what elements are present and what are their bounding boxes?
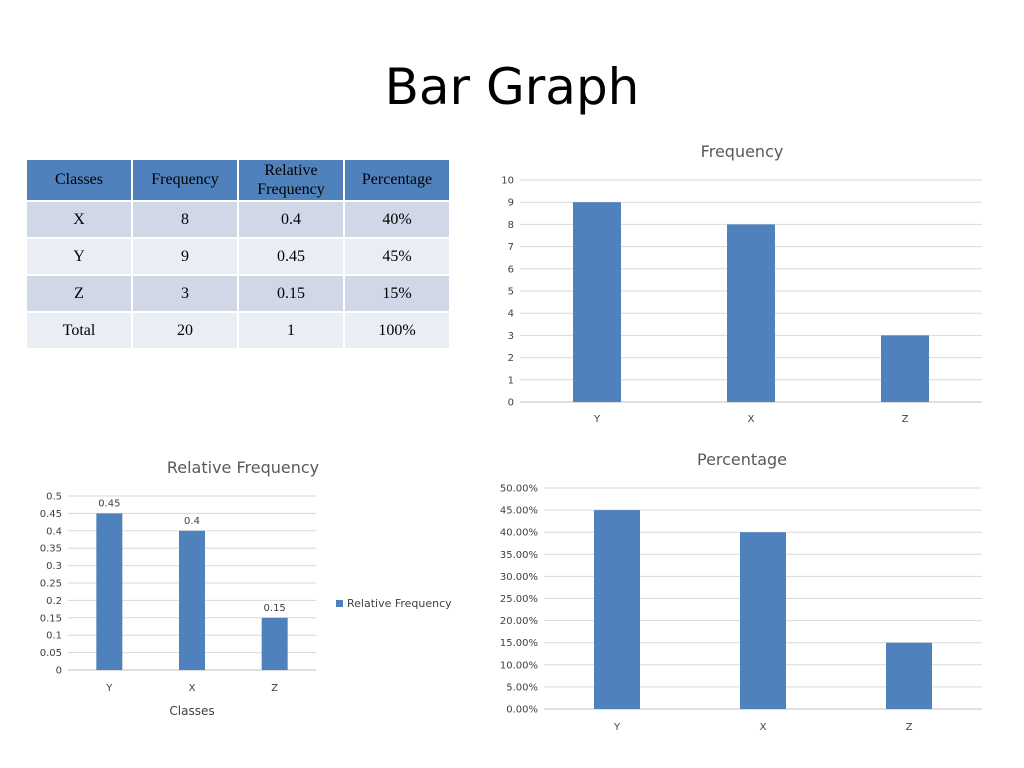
- table-header-row: Classes Frequency Relative Frequency Per…: [25, 158, 451, 202]
- chart-svg: Frequency 0 1 2 3 4 5 6 7 8 9 10 Y X Z: [501, 142, 982, 425]
- data-label: 0.15: [264, 603, 286, 614]
- frequency-table: Classes Frequency Relative Frequency Per…: [25, 158, 451, 350]
- bar-Y: [573, 202, 621, 402]
- y-tick-label: 4: [508, 309, 514, 320]
- percentage-chart: Percentage 0.00% 5.00% 10.00% 15.00% 20.00% 25…: [480, 442, 1000, 742]
- y-tick-label: 0.35: [40, 544, 62, 555]
- bar-X: [727, 224, 775, 402]
- table-header-cell: Classes: [25, 158, 133, 202]
- y-tick-label: 50.00%: [500, 484, 538, 495]
- x-tick-label: X: [748, 414, 755, 425]
- x-tick-label: X: [189, 683, 196, 694]
- legend-label: Relative Frequency: [347, 597, 452, 610]
- table-cell: 1: [237, 311, 345, 350]
- table-row: Y 9 0.45 45%: [25, 237, 451, 276]
- y-tick-label: 45.00%: [500, 506, 538, 517]
- y-tick-label: 10.00%: [500, 660, 538, 671]
- y-tick-label: 0: [56, 666, 62, 677]
- table-cell: X: [25, 200, 133, 239]
- y-tick-label: 0.05: [40, 648, 62, 659]
- x-tick-label: Y: [593, 414, 601, 425]
- bar-Y: [96, 513, 123, 670]
- page-title: Bar Graph: [384, 58, 640, 116]
- table-cell: 40%: [343, 200, 451, 239]
- y-tick-label: 0.2: [46, 596, 62, 607]
- table-header-cell: Relative Frequency: [237, 158, 345, 202]
- x-tick-label: X: [760, 722, 767, 733]
- table-row: Total 20 1 100%: [25, 311, 451, 350]
- bar-Z: [881, 335, 929, 402]
- x-tick-label: Y: [613, 722, 621, 733]
- y-tick-label: 0.4: [46, 526, 62, 537]
- y-tick-label: 30.00%: [500, 572, 538, 583]
- y-tick-label: 2: [508, 353, 514, 364]
- y-tick-label: 3: [508, 331, 514, 342]
- legend-swatch: [336, 600, 343, 607]
- y-tick-label: 0.1: [46, 631, 62, 642]
- y-tick-label: 25.00%: [500, 594, 538, 605]
- y-tick-label: 0.3: [46, 561, 62, 572]
- y-tick-label: 7: [508, 242, 514, 253]
- y-tick-label: 35.00%: [500, 550, 538, 561]
- x-tick-label: Z: [271, 683, 278, 694]
- table-cell: 9: [131, 237, 239, 276]
- table-cell: 15%: [343, 274, 451, 313]
- y-tick-label: 0.25: [40, 579, 62, 590]
- table-header-cell: Frequency: [131, 158, 239, 202]
- y-tick-label: 0.5: [46, 492, 62, 503]
- y-tick-label: 0.45: [40, 509, 62, 520]
- frequency-chart: Frequency 0 1 2 3 4 5 6 7 8 9 10 Y X Z: [480, 136, 1000, 436]
- y-tick-label: 0.00%: [506, 705, 538, 716]
- chart-title: Relative Frequency: [167, 458, 319, 477]
- x-axis-title: Classes: [169, 704, 214, 718]
- data-label: 0.4: [184, 516, 200, 527]
- table-cell: Z: [25, 274, 133, 313]
- y-tick-label: 1: [508, 375, 514, 386]
- x-tick-label: Z: [902, 414, 909, 425]
- y-tick-label: 6: [508, 264, 514, 275]
- table-cell: Y: [25, 237, 133, 276]
- x-tick-label: Y: [105, 683, 113, 694]
- table-header-cell: Percentage: [343, 158, 451, 202]
- data-label: 0.45: [98, 498, 120, 509]
- chart-svg: Relative Frequency 0 0.05 0.1 0.15 0.2 0.25 0.3…: [40, 458, 452, 718]
- table-row: X 8 0.4 40%: [25, 200, 451, 239]
- chart-title: Percentage: [697, 450, 787, 469]
- y-tick-label: 20.00%: [500, 616, 538, 627]
- bar-Z: [261, 617, 288, 670]
- table-row: Z 3 0.15 15%: [25, 274, 451, 313]
- bar-X: [740, 532, 786, 709]
- table-cell: 3: [131, 274, 239, 313]
- x-tick-label: Z: [906, 722, 913, 733]
- table-cell: 20: [131, 311, 239, 350]
- table-cell: Total: [25, 311, 133, 350]
- table-cell: 8: [131, 200, 239, 239]
- y-tick-label: 5: [508, 287, 514, 298]
- chart-svg: Percentage 0.00% 5.00% 10.00% 15.00% 20.00% 25…: [500, 450, 982, 733]
- y-tick-label: 0: [508, 398, 514, 409]
- table-cell: 0.4: [237, 200, 345, 239]
- table-cell: 45%: [343, 237, 451, 276]
- table-cell: 100%: [343, 311, 451, 350]
- bar-X: [179, 530, 205, 670]
- bar-Y: [594, 510, 640, 709]
- y-tick-label: 5.00%: [506, 682, 538, 693]
- y-tick-label: 0.15: [40, 613, 62, 624]
- y-tick-label: 15.00%: [500, 638, 538, 649]
- table-cell: 0.15: [237, 274, 345, 313]
- table-cell: 0.45: [237, 237, 345, 276]
- bar-Z: [886, 642, 932, 709]
- y-tick-label: 8: [508, 220, 514, 231]
- chart-title: Frequency: [701, 142, 784, 161]
- relative-frequency-chart: Relative Frequency 0 0.05 0.1 0.15 0.2 0.25 0.3…: [20, 450, 460, 730]
- y-tick-label: 10: [501, 176, 514, 187]
- y-tick-label: 40.00%: [500, 528, 538, 539]
- y-tick-label: 9: [508, 198, 514, 209]
